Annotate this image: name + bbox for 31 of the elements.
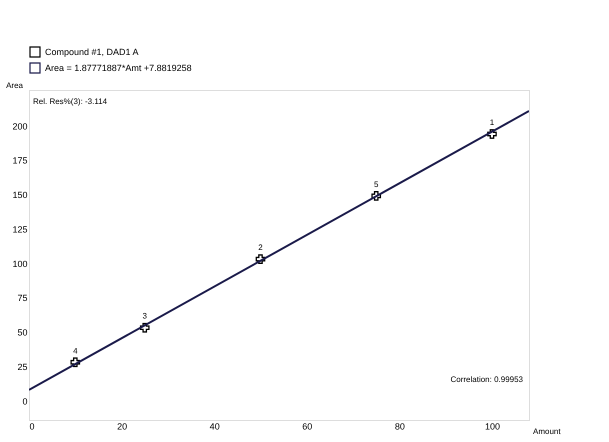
legend-label: Area = 1.87771887*Amt +7.8819258 xyxy=(45,63,192,73)
annotation: 5 xyxy=(374,180,379,189)
point xyxy=(70,357,80,368)
annotation: 1 xyxy=(490,118,495,127)
annotation: 2 xyxy=(258,243,264,252)
x-tick-label: 80 xyxy=(394,422,405,432)
x-tick-label: 40 xyxy=(210,422,220,432)
point xyxy=(487,129,497,139)
point xyxy=(371,191,382,201)
y-tick-label: 0 xyxy=(22,396,28,406)
y-tick-label: 100 xyxy=(12,258,28,269)
annotation: Correlation: 0.99953 xyxy=(450,375,524,384)
y-tick-label: 150 xyxy=(12,190,28,200)
y-axis-title: Area xyxy=(6,81,24,90)
x-tick-label: 0 xyxy=(30,422,35,432)
x-axis-title: Amount xyxy=(533,427,562,436)
x-tick-label: 20 xyxy=(117,422,128,432)
y-tick-label: 50 xyxy=(17,328,28,338)
annotation: 4 xyxy=(73,346,78,356)
legend-label: Compound #1, DAD1 A xyxy=(45,47,139,57)
point xyxy=(256,254,266,264)
y-tick-label: 200 xyxy=(12,121,28,132)
x-tick-label: 100 xyxy=(484,422,500,432)
x-tick-label: 60 xyxy=(302,422,312,432)
y-tick-label: 75 xyxy=(17,293,28,304)
annotation: Rel. Res%(3): -3.114 xyxy=(33,97,108,106)
y-tick-label: 25 xyxy=(17,362,28,372)
annotation: 3 xyxy=(142,312,148,321)
y-tick-label: 175 xyxy=(12,156,28,166)
y-tick-label: 125 xyxy=(12,224,28,234)
point xyxy=(140,322,150,333)
